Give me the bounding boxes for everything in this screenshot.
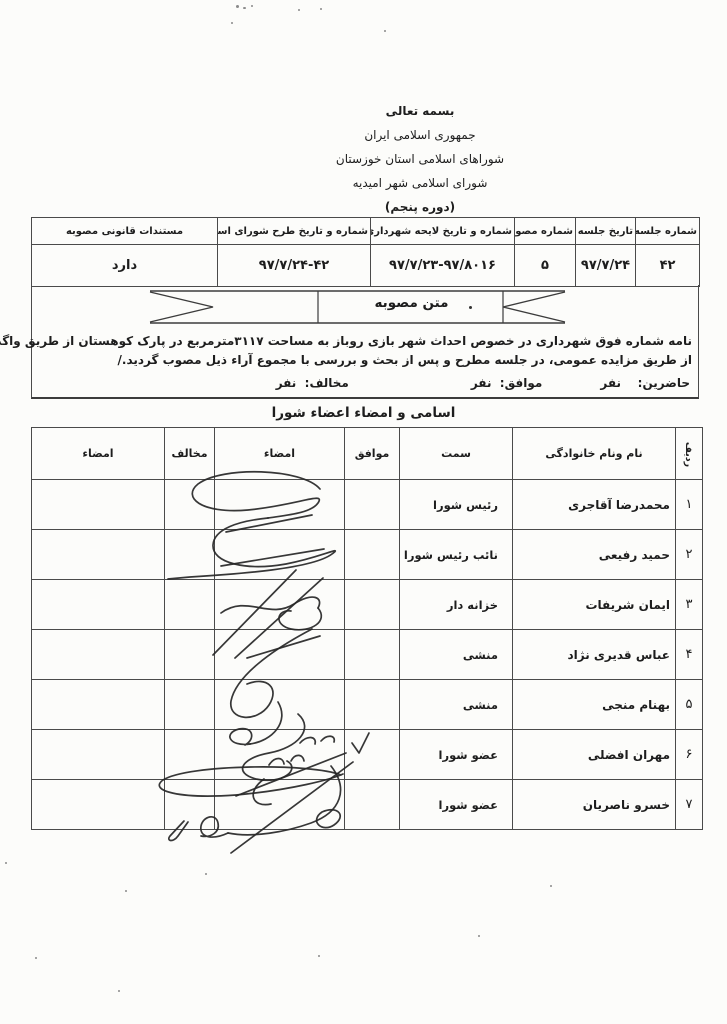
province-councils-line: شوراهای اسلامی استان خوزستان xyxy=(335,152,505,166)
municipality-bill-header: شماره و تاریخ لایحه شهرداری xyxy=(370,217,515,245)
member-row: ۵ بهنام منجی منشی xyxy=(31,679,703,730)
invocation-line: بسمه تعالی xyxy=(385,104,455,118)
session-date-header: تاریخ جلسه xyxy=(575,217,636,245)
signature-cell xyxy=(214,629,345,680)
resolution-number-value: ۵ xyxy=(514,244,576,287)
country-line: جمهوری اسلامی ایران xyxy=(364,128,476,142)
signature-cell xyxy=(214,529,345,580)
council-plan-value: ۹۷/۷/۲۴-۴۲ xyxy=(217,244,371,287)
info-value-row: ۴۲ ۹۷/۷/۲۴ ۵ ۹۷/۷/۲۳-۹۷/۸۰۱۶ ۹۷/۷/۲۴-۴۲ … xyxy=(31,244,700,287)
council-period-line: (دوره پنجم) xyxy=(384,200,456,214)
member-position: خزانه دار xyxy=(399,579,513,630)
row-number: ۵ xyxy=(675,679,703,730)
disagree-cell xyxy=(164,629,215,680)
member-row: ۲ حمید رفیعی نائب رئیس شورا xyxy=(31,529,703,580)
session-number-header: شماره جلسه xyxy=(635,217,700,245)
document-header: بسمه تعالی جمهوری اسلامی ایران شوراهای ا… xyxy=(113,99,727,219)
members-section-title: اسامی و امضاء اعضاء شورا xyxy=(271,405,456,421)
disagree-cell xyxy=(164,579,215,630)
resolution-number-header: شماره مصوبه xyxy=(514,217,576,245)
member-position: عضو شورا xyxy=(399,729,513,780)
signature2-header: امضاء xyxy=(31,427,165,480)
present-count-label: حاضرین: نفر xyxy=(600,376,690,390)
position-header: سمت xyxy=(399,427,513,480)
agree-cell xyxy=(344,579,400,630)
municipality-bill-value: ۹۷/۷/۲۳-۹۷/۸۰۱۶ xyxy=(370,244,515,287)
signature-cell xyxy=(214,779,345,830)
banner-title: متن مصوبه xyxy=(374,295,449,311)
agree-cell xyxy=(344,479,400,530)
disagree-cell xyxy=(164,479,215,530)
member-row: ۱ محمدرضا آقاجری رئیس شورا xyxy=(31,479,703,530)
signature2-cell xyxy=(31,479,165,530)
resolution-text-line2: از طریق مزایده عمومی، در جلسه مطرح و پس … xyxy=(117,353,692,367)
legal-docs-value: دارد xyxy=(31,244,218,287)
legal-docs-header: مستندات قانونی مصوبه xyxy=(31,217,218,245)
members-table: ردیف نام ونام خانوادگی سمت موافق امضاء م… xyxy=(31,427,703,830)
row-number: ۱ xyxy=(675,479,703,530)
resolution-text-box: نامه شماره فوق شهرداری در خصوص احداث شهر… xyxy=(0,285,699,399)
member-name: بهنام منجی xyxy=(512,679,676,730)
disagree-cell xyxy=(164,529,215,580)
full-name-header: نام ونام خانوادگی xyxy=(512,427,676,480)
signature-cell xyxy=(214,679,345,730)
member-row: ۳ ایمان شریفات خزانه دار xyxy=(31,579,703,630)
agree-cell xyxy=(344,779,400,830)
signature2-cell xyxy=(31,779,165,830)
disagree-count-label: مخالف: نفر xyxy=(275,376,349,390)
member-row: ۶ مهران افضلی عضو شورا xyxy=(31,729,703,780)
signature-cell xyxy=(214,729,345,780)
disagree-cell xyxy=(164,679,215,730)
vote-stats-row: حاضرین: نفر موافق: نفر مخالف: نفر xyxy=(32,376,698,390)
members-header-row: ردیف نام ونام خانوادگی سمت موافق امضاء م… xyxy=(31,427,703,480)
member-position: منشی xyxy=(399,629,513,680)
member-name: عباس قدیری نژاد xyxy=(512,629,676,680)
member-name: مهران افضلی xyxy=(512,729,676,780)
disagree-cell xyxy=(164,779,215,830)
resolution-text-line1: نامه شماره فوق شهرداری در خصوص احداث شهر… xyxy=(0,334,692,348)
member-name: محمدرضا آقاجری xyxy=(512,479,676,530)
agree-cell xyxy=(344,629,400,680)
member-row: ۴ عباس قدیری نژاد منشی xyxy=(31,629,703,680)
info-header-row: شماره جلسه تاریخ جلسه شماره مصوبه شماره … xyxy=(31,217,700,245)
agree-cell xyxy=(344,529,400,580)
member-name: خسرو ناصریان xyxy=(512,779,676,830)
member-position: منشی xyxy=(399,679,513,730)
signature-header: امضاء xyxy=(214,427,345,480)
disagree-cell xyxy=(164,729,215,780)
agree-cell xyxy=(344,729,400,780)
signature2-cell xyxy=(31,579,165,630)
resolution-banner-ribbon xyxy=(149,290,566,324)
row-number: ۴ xyxy=(675,629,703,680)
signature2-cell xyxy=(31,629,165,680)
session-number-value: ۴۲ xyxy=(635,244,700,287)
disagree-header: مخالف xyxy=(164,427,215,480)
session-date-value: ۹۷/۷/۲۴ xyxy=(575,244,636,287)
agree-cell xyxy=(344,679,400,730)
row-number-header: ردیف xyxy=(675,427,703,480)
signature-cell xyxy=(214,579,345,630)
member-position: عضو شورا xyxy=(399,779,513,830)
signature2-cell xyxy=(31,529,165,580)
row-number: ۶ xyxy=(675,729,703,780)
signature2-cell xyxy=(31,729,165,780)
row-number: ۲ xyxy=(675,529,703,580)
ink-dot xyxy=(469,306,472,309)
member-position: رئیس شورا xyxy=(399,479,513,530)
signature-cell xyxy=(214,479,345,530)
member-row: ۷ خسرو ناصریان عضو شورا xyxy=(31,779,703,830)
agree-header: موافق xyxy=(344,427,400,480)
member-position: نائب رئیس شورا xyxy=(399,529,513,580)
resolution-info-table: شماره جلسه تاریخ جلسه شماره مصوبه شماره … xyxy=(31,217,700,287)
row-number: ۷ xyxy=(675,779,703,830)
member-name: ایمان شریفات xyxy=(512,579,676,630)
council-plan-header: شماره و تاریخ طرح شورای اسلامی xyxy=(217,217,371,245)
row-number: ۳ xyxy=(675,579,703,630)
city-council-line: شورای اسلامی شهر امیدیه xyxy=(352,176,488,190)
signature2-cell xyxy=(31,679,165,730)
member-name: حمید رفیعی xyxy=(512,529,676,580)
agree-count-label: موافق: نفر xyxy=(470,376,543,390)
